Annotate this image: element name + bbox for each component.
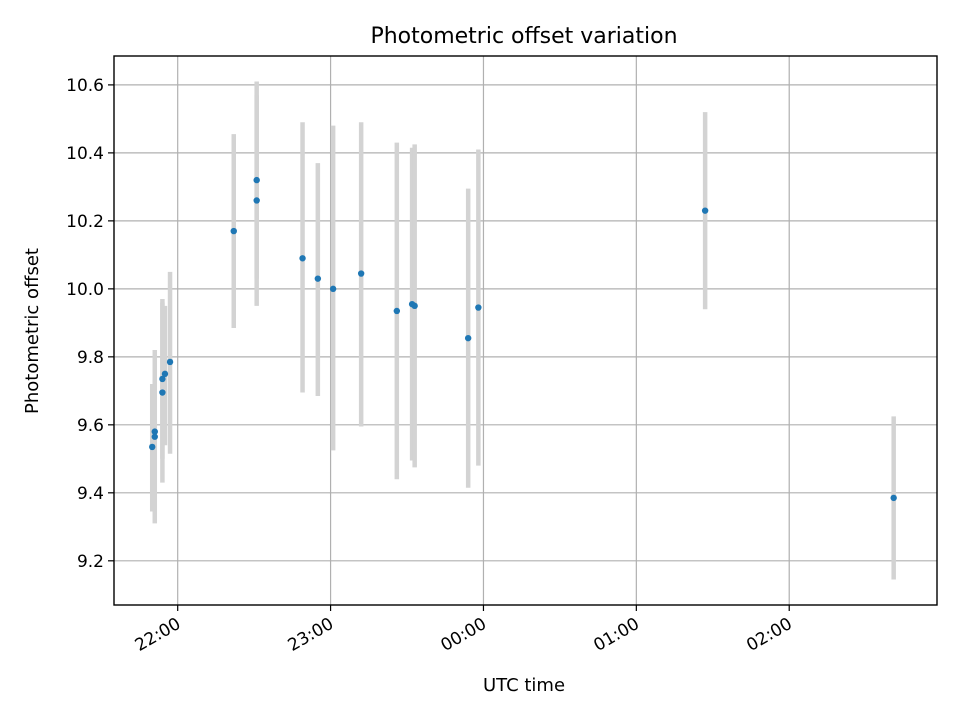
data-point [166,358,174,366]
x-tick-label: 01:00 [590,614,642,656]
data-point [890,494,897,502]
x-axis-label: UTC time [483,675,565,696]
data-point [701,207,709,214]
y-tick-label: 9.8 [77,348,104,368]
data-point [475,304,482,311]
x-tick-label: 23:00 [285,614,337,656]
x-axis: 22:00 23:00 00:00 01:00 02:00 [132,605,796,656]
data-points [149,176,897,502]
data-point [299,255,306,262]
data-point [161,370,169,378]
y-tick-label: 9.4 [77,484,104,504]
grid [114,56,937,605]
chart-title: Photometric offset variation [370,24,677,49]
x-tick-label: 02:00 [743,614,795,656]
y-tick-label: 10.2 [66,212,104,232]
error-bars [149,81,896,580]
plot-frame [113,55,938,606]
data-point [314,275,322,282]
data-point [464,334,472,342]
data-point [151,428,158,435]
y-axis-label: Photometric offset [22,248,43,414]
data-point [253,197,260,204]
data-point [151,433,158,440]
y-tick-label: 10.0 [66,280,104,300]
data-point [411,302,418,310]
x-tick-label: 00:00 [438,614,490,656]
y-tick-label: 9.6 [77,416,104,436]
data-point [230,227,237,235]
y-tick-label: 10.4 [66,144,104,164]
data-point [329,285,337,293]
data-point [357,270,365,277]
data-point [149,443,156,451]
y-tick-label: 10.6 [66,76,104,96]
data-point [253,176,260,184]
y-axis: 9.2 9.4 9.6 9.8 10.0 10.2 10.4 10.6 [66,76,114,572]
data-point [159,389,166,396]
data-point [159,375,166,383]
data-point [393,307,401,315]
y-tick-label: 9.2 [77,552,104,572]
x-tick-label: 22:00 [132,614,184,656]
